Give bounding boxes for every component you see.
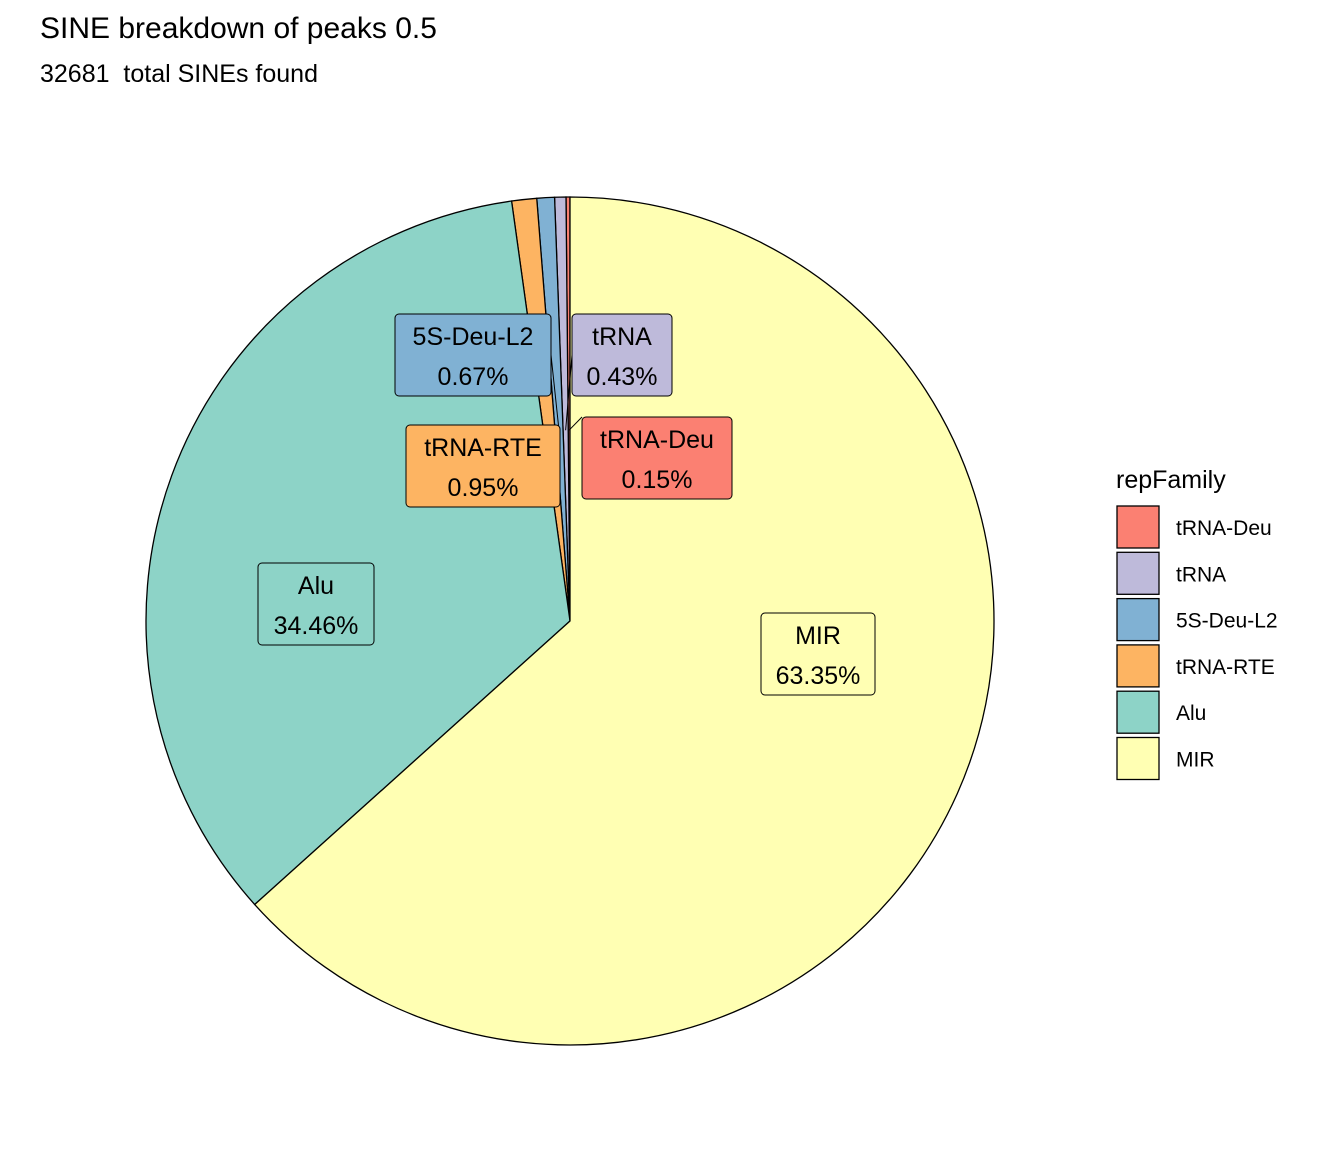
leader-line: [565, 354, 573, 431]
legend-title: repFamily: [1116, 466, 1226, 494]
legend-label: tRNA: [1176, 563, 1226, 586]
legend-item-alu: Alu: [1116, 690, 1206, 734]
slice-label-box: [257, 562, 375, 646]
legend-swatch: [1116, 736, 1160, 781]
slice-label-name: tRNA: [592, 323, 652, 351]
slice-label-percent: 0.15%: [622, 466, 693, 494]
slice-label-percent: 0.67%: [438, 363, 509, 391]
legend-swatch: [1116, 644, 1160, 688]
legend-item-trna: tRNA: [1116, 551, 1226, 595]
slice-label-percent: 0.95%: [448, 474, 519, 502]
slice-label-alu: Alu 34.46%: [257, 562, 375, 646]
legend-label: tRNA-Deu: [1176, 517, 1272, 540]
slice-label-name: tRNA-RTE: [424, 434, 542, 462]
slice-label-box: [571, 313, 673, 397]
legend-label: 5S-Deu-L2: [1176, 610, 1278, 633]
slice-label-trna: tRNA 0.43%: [571, 313, 673, 397]
legend: repFamily tRNA-Deu tRNA 5S-Deu-L2 tRNA-RTE Al…: [1116, 466, 1278, 781]
pie-slice-mir: [253, 196, 995, 1046]
slice-label-name: Alu: [298, 572, 334, 600]
slice-label-box: [760, 612, 876, 696]
legend-item-trna-deu: tRNA-Deu: [1116, 505, 1272, 549]
slice-label-5s-deu-l2: 5S-Deu-L2 0.67%: [394, 313, 552, 397]
slice-label-percent: 34.46%: [274, 612, 359, 640]
leader-line: [568, 416, 583, 431]
legend-label: Alu: [1176, 702, 1206, 725]
slice-label-trna-rte: tRNA-RTE 0.95%: [405, 424, 561, 508]
slice-label-name: tRNA-Deu: [600, 426, 714, 454]
slice-label-name: MIR: [795, 622, 841, 650]
chart-title: SINE breakdown of peaks 0.5: [40, 12, 437, 45]
legend-item-mir: MIR: [1116, 736, 1215, 781]
slice-labels: tRNA-Deu 0.15% tRNA 0.43% 5S-Deu-L2 0.67% tRNA…: [257, 313, 876, 696]
chart-subtitle: 32681 total SINEs found: [40, 60, 318, 88]
slice-label-trna-deu: tRNA-Deu 0.15%: [581, 416, 733, 500]
legend-swatch: [1116, 690, 1160, 734]
legend-label: MIR: [1176, 749, 1215, 772]
slice-label-box: [394, 313, 552, 397]
legend-swatch: [1116, 551, 1160, 595]
slice-label-percent: 0.43%: [587, 363, 658, 391]
legend-label: tRNA-RTE: [1176, 656, 1275, 679]
slice-label-box: [581, 416, 733, 500]
slice-label-box: [405, 424, 561, 508]
legend-swatch: [1116, 505, 1160, 549]
legend-item-trna-rte: tRNA-RTE: [1116, 644, 1275, 688]
leader-line: [550, 354, 560, 431]
slice-label-name: 5S-Deu-L2: [413, 323, 534, 351]
slice-label-percent: 63.35%: [776, 662, 861, 690]
legend-swatch: [1116, 597, 1160, 642]
legend-item-5s-deu-l2: 5S-Deu-L2: [1116, 597, 1278, 642]
slice-label-mir: MIR 63.35%: [760, 612, 876, 696]
